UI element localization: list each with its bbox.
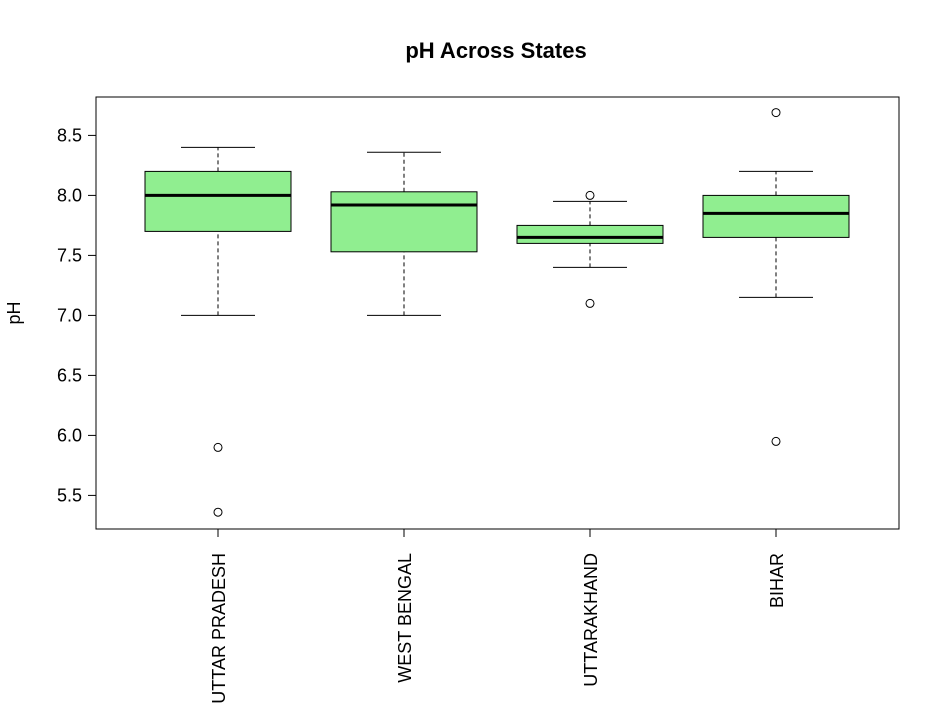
chart-title: pH Across States [405, 38, 586, 63]
y-tick-label: 6.0 [57, 425, 82, 445]
x-axis-labels: UTTAR PRADESH WEST BENGAL UTTARAKHAND BIHAR [209, 528, 787, 704]
outlier-point [585, 190, 595, 200]
iqr-box [330, 191, 478, 253]
x-category-label: WEST BENGAL [395, 553, 415, 683]
plot-frame [95, 96, 900, 530]
x-category-label: BIHAR [767, 553, 787, 608]
iqr-box [702, 194, 850, 238]
outlier-point [213, 507, 223, 517]
y-axis-label: pH [4, 301, 24, 324]
outlier-point [771, 436, 781, 446]
x-category-label: UTTARAKHAND [581, 553, 601, 687]
y-axis: 5.5 6.0 6.5 7.0 7.5 8.0 8.5 [57, 125, 97, 505]
iqr-box [516, 224, 664, 244]
x-category-label: UTTAR PRADESH [209, 553, 229, 704]
iqr-box [144, 170, 292, 232]
outlier-point [213, 442, 223, 452]
y-tick-label: 8.0 [57, 185, 82, 205]
y-tick-label: 5.5 [57, 485, 82, 505]
box-group [516, 190, 664, 308]
outlier-point [771, 108, 781, 118]
y-tick-label: 7.0 [57, 305, 82, 325]
box-group [702, 108, 850, 446]
boxes-layer [144, 108, 850, 517]
y-tick-label: 7.5 [57, 245, 82, 265]
box-group [144, 146, 292, 517]
box-group [330, 151, 478, 316]
y-tick-label: 6.5 [57, 365, 82, 385]
outlier-point [585, 298, 595, 308]
y-tick-label: 8.5 [57, 125, 82, 145]
